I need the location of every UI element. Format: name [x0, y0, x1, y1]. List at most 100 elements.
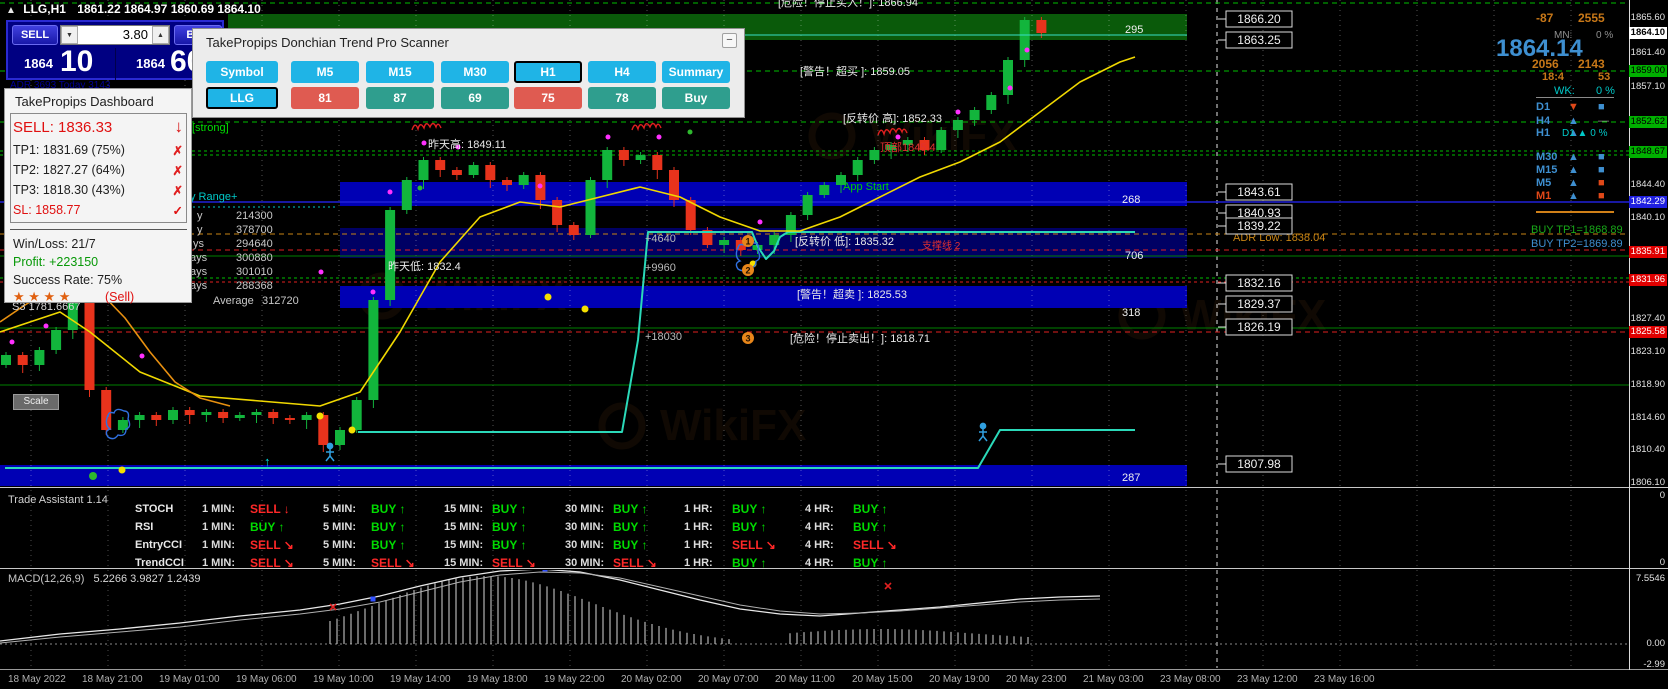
- ta-timeframe-label: 1 MIN:: [202, 503, 235, 515]
- signal-dot: [1007, 85, 1013, 91]
- chart-annotation: [反转价 高]: 1852.33: [843, 111, 942, 125]
- dashboard-divider: [10, 229, 187, 230]
- scanner-header-m5[interactable]: M5: [291, 61, 359, 83]
- candle-body: [84, 300, 95, 390]
- candle-body: [836, 175, 846, 185]
- scanner-cell[interactable]: 69: [441, 87, 509, 109]
- scanner-title: TakePropips Donchian Trend Pro Scanner: [206, 35, 449, 50]
- candle-body: [268, 412, 279, 418]
- time-axis-label: 18 May 2022: [8, 674, 66, 685]
- symbol-icon: ▲: [6, 5, 16, 16]
- stickman-marker: [978, 422, 988, 442]
- scanner-header-m30[interactable]: M30: [441, 61, 509, 83]
- lot-size-stepper[interactable]: ▼ 3.80 ▲: [60, 25, 170, 45]
- chart-annotation: Average: [213, 295, 254, 307]
- lot-size-value[interactable]: 3.80: [122, 27, 148, 42]
- scanner-header-h4[interactable]: H4: [588, 61, 656, 83]
- scanner-header-symbol[interactable]: Symbol: [206, 61, 278, 83]
- candle-body: [585, 180, 596, 235]
- candle-body: [719, 240, 730, 245]
- signal-dot: [581, 305, 589, 313]
- ta-timeframe-label: 15 MIN:: [444, 503, 484, 515]
- ta-timeframe-label: 1 MIN:: [202, 521, 235, 533]
- chart-annotation: S3 1781.6667: [12, 301, 81, 313]
- ta-signal-value: BUY ↑: [492, 502, 527, 516]
- candle-body: [368, 300, 379, 400]
- scanner-minimize-button[interactable]: −: [722, 33, 737, 48]
- scale-button[interactable]: Scale: [13, 394, 59, 410]
- ta-indicator-name: EntryCCI: [135, 539, 183, 551]
- candle-body: [1019, 20, 1030, 60]
- info-readout: 18:4: [1542, 71, 1565, 83]
- signal-dot: [605, 134, 611, 140]
- time-axis[interactable]: 18 May 2022 18 May 21:00 19 May 01:00 19 Ma…: [0, 670, 1668, 689]
- scanner-header-m15[interactable]: M15: [366, 61, 434, 83]
- info-readout: ■: [1598, 164, 1605, 176]
- tp3-x-icon: ✗: [172, 184, 183, 198]
- candle-body: [785, 215, 796, 235]
- bid-price-small: 1864: [24, 56, 53, 71]
- price-level-box: [1225, 318, 1293, 336]
- candle-body: [552, 200, 563, 225]
- candle-body: [17, 355, 28, 365]
- info-readout: M5: [1536, 177, 1552, 189]
- info-readout: BUY TP2=1869.89: [1531, 238, 1623, 250]
- price-level-box: [1225, 217, 1293, 235]
- candle-body: [969, 110, 980, 120]
- ta-signal-value: SELL ↘: [492, 556, 536, 570]
- price-tick: 1831.96: [1628, 274, 1667, 286]
- chart-annotation: [strong]: [192, 122, 229, 134]
- chart-annotation: y Range+: [190, 191, 237, 203]
- ta-timeframe-label: 4 HR:: [805, 539, 834, 551]
- success-rate-row: Success Rate: 75%: [13, 273, 123, 287]
- time-axis-label: 18 May 21:00: [82, 674, 143, 685]
- scanner-cell[interactable]: 87: [366, 87, 434, 109]
- chart-annotation: [反转价 低]: 1835.32: [795, 234, 894, 248]
- price-tick: 1865.60: [1630, 12, 1665, 23]
- lot-decrease-button[interactable]: ▼: [61, 26, 78, 44]
- scanner-cell[interactable]: 81: [291, 87, 359, 109]
- scanner-cell[interactable]: 75: [514, 87, 582, 109]
- svg-text:1839.22: 1839.22: [1237, 219, 1281, 233]
- info-readout: 2056: [1532, 57, 1559, 71]
- channel-band: [340, 286, 1187, 308]
- bid-price-big: 10: [60, 45, 94, 78]
- window-separator-2[interactable]: [0, 568, 1668, 569]
- time-axis-label: 19 May 06:00: [236, 674, 297, 685]
- trade-assistant-title: Trade Assistant 1.14: [8, 494, 108, 506]
- price-tick: 1825.58: [1628, 326, 1667, 338]
- ta-timeframe-label: 30 MIN:: [565, 521, 605, 533]
- lot-increase-button[interactable]: ▲: [152, 26, 169, 44]
- window-separator-1[interactable]: [0, 487, 1668, 488]
- info-readout: ■: [1598, 101, 1605, 113]
- scanner-cell[interactable]: LLG: [206, 87, 278, 109]
- price-tick: 1864.10: [1628, 27, 1667, 39]
- main-chart[interactable]: WikiFXWikiFXWikiFXWikiFX2952687063182871…: [0, 0, 1629, 487]
- price-scale[interactable]: 1865.60 1864.10 1861.40 1859.00 1857.10 1852.…: [1628, 0, 1668, 689]
- price-tick: 1814.60: [1630, 412, 1665, 423]
- info-readout: M30: [1536, 151, 1558, 163]
- price-tick: 1861.40: [1630, 47, 1665, 58]
- scanner-cell[interactable]: 78: [588, 87, 656, 109]
- info-readout: 53: [1598, 71, 1611, 83]
- ta-signal-value: BUY ↑: [613, 502, 648, 516]
- numbered-marker: [742, 235, 754, 247]
- scanner-header-h1[interactable]: H1: [514, 61, 582, 83]
- signal-dot: [9, 339, 15, 345]
- chart-annotation: ays: [190, 280, 208, 292]
- time-axis-label: 20 May 15:00: [852, 674, 913, 685]
- svg-text:1866.20: 1866.20: [1237, 12, 1281, 26]
- band-width-label: 295: [1125, 24, 1143, 36]
- candle-body: [869, 150, 880, 160]
- signal-dot: [43, 323, 49, 329]
- takepropips-dashboard: TakePropips Dashboard SELL: 1836.33 ↓ TP…: [4, 88, 192, 304]
- candle-body: [852, 160, 863, 175]
- scanner-header-summary[interactable]: Summary: [662, 61, 730, 83]
- signal-dot: [348, 426, 356, 434]
- sell-button[interactable]: SELL: [12, 25, 58, 45]
- chart-annotation: 昨天高: 1849.11: [428, 137, 506, 151]
- scanner-cell[interactable]: Buy: [662, 87, 730, 109]
- candle-body: [168, 410, 178, 420]
- ta-signal-value: BUY ↑: [250, 520, 285, 534]
- price-tick: 0: [1659, 490, 1665, 501]
